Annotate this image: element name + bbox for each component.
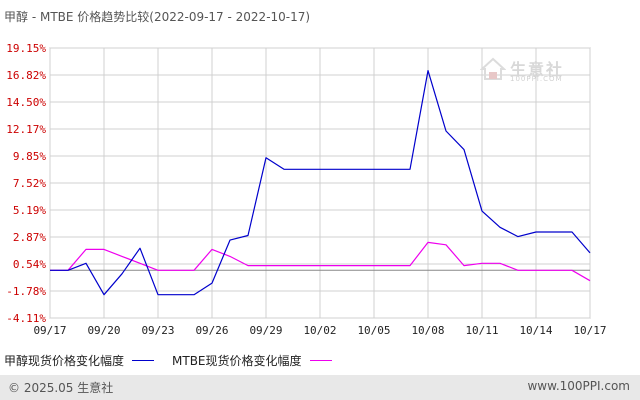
series-lines	[50, 69, 591, 296]
y-tick-label: -1.78%	[6, 285, 46, 298]
x-tick-label: 10/14	[519, 324, 552, 337]
x-tick-label: 10/05	[357, 324, 390, 337]
x-tick-label: 09/29	[249, 324, 282, 337]
chart-title: 甲醇 - MTBE 价格趋势比较(2022-09-17 - 2022-10-17…	[4, 10, 311, 24]
x-tick-label: 10/02	[303, 324, 336, 337]
x-tick-label: 10/11	[465, 324, 498, 337]
x-tick-label: 10/08	[411, 324, 444, 337]
y-tick-label: -4.11%	[6, 312, 46, 325]
grid-lines	[49, 47, 591, 319]
y-tick-label: 14.50%	[6, 96, 46, 109]
x-tick-label: 09/20	[87, 324, 120, 337]
mtbe-series-line	[50, 241, 591, 282]
y-tick-label: 9.85%	[13, 150, 46, 163]
x-tick-label: 09/17	[33, 324, 66, 337]
site-link[interactable]: www.100PPI.com	[527, 379, 630, 393]
y-tick-label: 12.17%	[6, 123, 46, 136]
y-tick-label: 7.52%	[13, 177, 46, 190]
y-tick-label: 16.82%	[6, 69, 46, 82]
legend-swatch-mtbe	[309, 359, 332, 361]
legend-label-mtbe: MTBE现货价格变化幅度	[172, 353, 302, 368]
line-chart: 19.15% 16.82% 14.50% 12.17% 9.85% 7.52% 5.19% 2…	[6, 42, 606, 337]
legend-swatch-methanol	[132, 359, 155, 361]
methanol-series-line	[50, 69, 591, 296]
copyright-text: © 2025.05 生意社	[8, 381, 114, 395]
legend: 甲醇现货价格变化幅度 MTBE现货价格变化幅度	[4, 352, 350, 368]
x-tick-label: 09/23	[141, 324, 174, 337]
y-tick-label: 5.19%	[13, 204, 46, 217]
footer-bar: © 2025.05 生意社 www.100PPI.com	[0, 375, 640, 400]
x-tick-label: 09/26	[195, 324, 228, 337]
y-tick-label: 0.54%	[13, 258, 46, 271]
x-axis-ticks: 09/17 09/20 09/23 09/26 09/29 10/02 10/05 10/08…	[33, 324, 606, 337]
x-tick-label: 10/17	[573, 324, 606, 337]
y-tick-label: 19.15%	[6, 42, 46, 55]
y-tick-label: 2.87%	[13, 231, 46, 244]
y-axis-ticks: 19.15% 16.82% 14.50% 12.17% 9.85% 7.52% 5.19% 2…	[6, 42, 46, 325]
legend-label-methanol: 甲醇现货价格变化幅度	[4, 353, 125, 368]
